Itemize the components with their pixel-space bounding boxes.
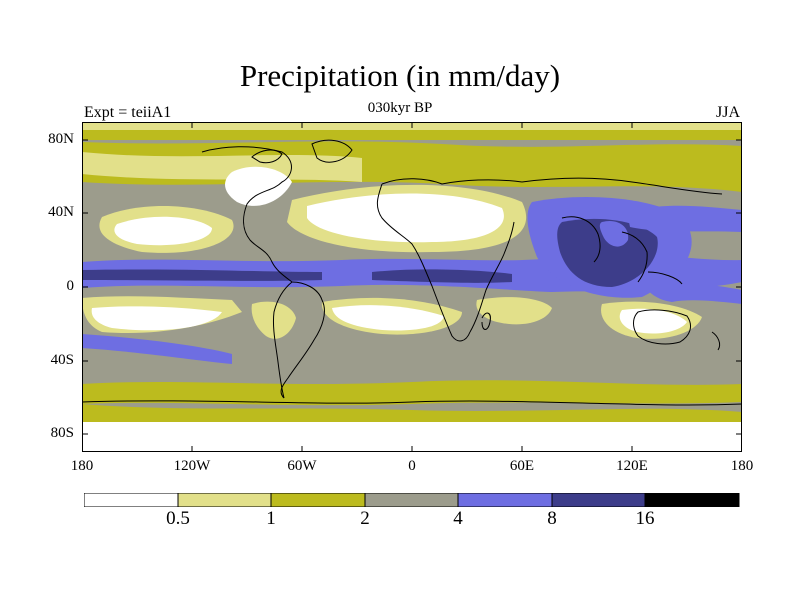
lon-tick-0: 0 [408, 458, 416, 474]
colorbar-box-4 [364, 493, 459, 507]
colorbar-box-2 [177, 493, 272, 507]
lat-tick-0: 0 [66, 278, 75, 294]
colorbar-box-1 [84, 493, 179, 507]
colorbar-label-16: 16 [635, 508, 655, 529]
lon-tick-60w: 60W [287, 458, 317, 474]
colorbar-label-2: 2 [360, 508, 370, 529]
precipitation-map [82, 122, 742, 452]
lon-tick-60e: 60E [509, 458, 535, 474]
colorbar-box-6 [551, 493, 646, 507]
lon-tick-180e: 180 [730, 458, 754, 474]
lon-tick-120e: 120E [616, 458, 648, 474]
colorbar-box-5 [457, 493, 553, 507]
colorbar-label-4: 4 [453, 508, 463, 529]
colorbar-label-8: 8 [547, 508, 557, 529]
lat-tick-80s: 80S [50, 425, 74, 441]
lat-tick-40s: 40S [50, 352, 74, 368]
lat-tick-40n: 40N [48, 204, 74, 220]
colorbar [84, 493, 740, 507]
colorbar-box-7 [644, 493, 740, 507]
lon-tick-180w: 180 [70, 458, 94, 474]
time-label: 030kyr BP [367, 100, 433, 116]
plot-title: Precipitation (in mm/day) [239, 58, 561, 93]
colorbar-label-1: 1 [266, 508, 276, 529]
colorbar-label-0-5: 0.5 [166, 508, 190, 529]
colorbar-box-3 [270, 493, 366, 507]
season-label: JJA [715, 104, 740, 121]
lon-tick-120w: 120W [173, 458, 211, 474]
experiment-label: Expt = teiiA1 [84, 104, 172, 121]
lat-tick-80n: 80N [48, 131, 74, 147]
